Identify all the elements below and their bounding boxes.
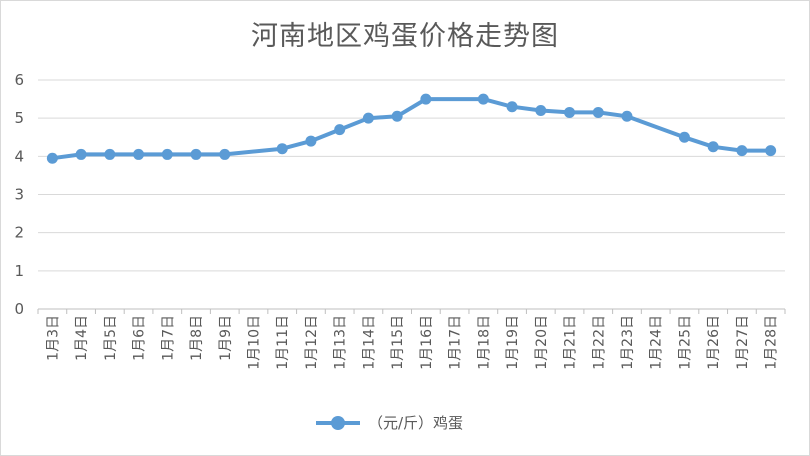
x-tick-label: 1月21日 <box>563 315 579 370</box>
x-tick-label: 1月16日 <box>419 315 435 370</box>
data-point <box>305 135 317 147</box>
data-point <box>564 106 576 118</box>
x-tick-label: 1月5日 <box>103 315 119 361</box>
data-point <box>276 143 288 155</box>
data-point <box>678 131 690 143</box>
x-tick-label: 1月4日 <box>74 315 90 361</box>
x-tick-label: 1月14日 <box>361 315 377 370</box>
data-point <box>621 110 633 122</box>
x-tick-label: 1月9日 <box>218 315 234 361</box>
x-tick-label: 1月13日 <box>333 315 349 370</box>
x-tick-label: 1月7日 <box>160 315 176 361</box>
x-tick-label: 1月12日 <box>304 315 320 370</box>
legend-marker <box>316 415 360 430</box>
x-tick-label: 1月18日 <box>476 315 492 370</box>
y-axis-ticks: 0 1 2 3 4 5 6 <box>14 71 24 318</box>
y-tick-label: 6 <box>14 71 24 89</box>
y-tick-label: 4 <box>14 147 24 165</box>
x-tick-label: 1月23日 <box>620 315 636 370</box>
x-axis-ticks: 1月3日 1月4日 1月5日 1月6日 1月7日 1月8日 1月9日 1月10日 1月11日 1月… <box>45 315 779 370</box>
x-tick-label: 1月8日 <box>189 315 205 361</box>
x-tick-label: 1月27日 <box>735 315 751 370</box>
data-point <box>362 112 374 124</box>
data-point <box>133 148 145 160</box>
data-point <box>736 145 748 157</box>
data-point <box>765 145 777 157</box>
data-point <box>46 152 58 164</box>
data-point <box>592 106 604 118</box>
data-point <box>420 93 432 105</box>
legend: （元/斤）鸡蛋 <box>316 412 463 433</box>
x-tick-label: 1月25日 <box>677 315 693 370</box>
x-tick-label: 1月6日 <box>132 315 148 361</box>
data-point <box>477 93 489 105</box>
y-tick-label: 1 <box>14 262 24 280</box>
x-tick-label: 1月15日 <box>390 315 406 370</box>
x-tick-label: 1月20日 <box>534 315 550 370</box>
x-tick-label: 1月26日 <box>706 315 722 370</box>
data-point <box>391 110 403 122</box>
y-tick-label: 5 <box>14 109 24 127</box>
data-point <box>707 141 719 153</box>
x-tick-label: 1月10日 <box>246 315 262 370</box>
data-point <box>75 148 87 160</box>
y-tick-label: 2 <box>14 224 24 242</box>
gridlines <box>37 79 786 314</box>
data-point <box>104 148 116 160</box>
data-point <box>506 101 518 113</box>
series-layer <box>46 93 777 164</box>
series-line <box>50 97 773 161</box>
y-tick-label: 0 <box>14 300 24 318</box>
chart-title: 河南地区鸡蛋价格走势图 <box>251 21 559 52</box>
data-point <box>190 148 202 160</box>
x-tick-label: 1月3日 <box>45 315 61 361</box>
x-tick-label: 1月11日 <box>275 315 291 370</box>
data-point <box>334 124 346 136</box>
data-point <box>219 148 231 160</box>
data-point <box>535 105 547 117</box>
legend-label: （元/斤）鸡蛋 <box>368 414 464 432</box>
x-tick-label: 1月22日 <box>591 315 607 370</box>
x-tick-label: 1月19日 <box>505 315 521 370</box>
x-tick-label: 1月28日 <box>764 315 780 370</box>
x-tick-label: 1月17日 <box>448 315 464 370</box>
data-point <box>161 148 173 160</box>
y-tick-label: 3 <box>14 186 24 204</box>
x-tick-label: 1月24日 <box>649 315 665 370</box>
